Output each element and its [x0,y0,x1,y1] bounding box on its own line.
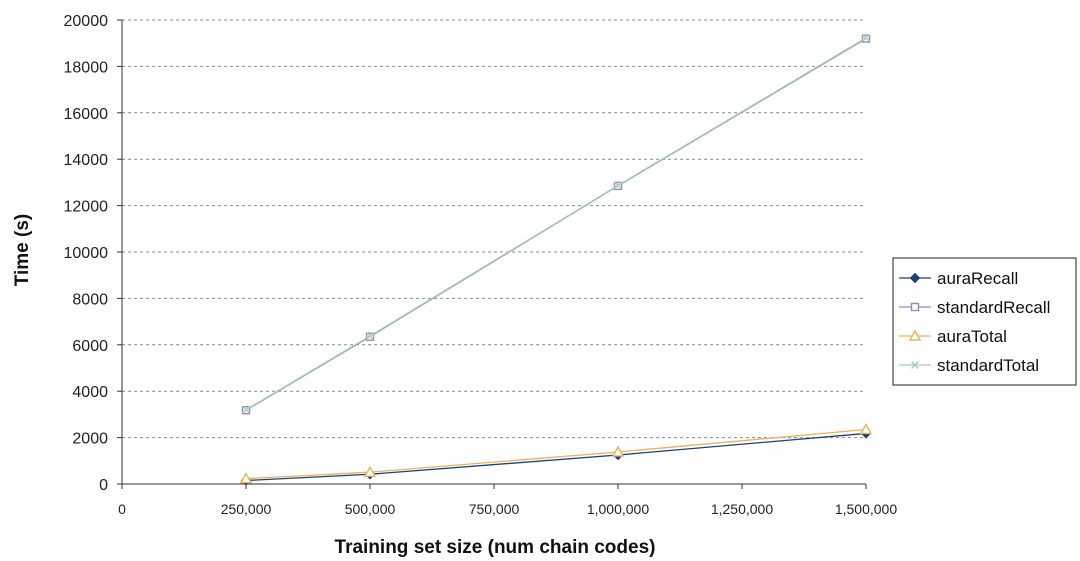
y-tick-label: 8000 [72,291,108,308]
legend-marker [910,302,920,312]
y-tick-labels: 0 2000 4000 6000 8000 10000 12000 14000 16000 180… [64,13,109,494]
legend-marker [909,272,921,284]
y-tick-label: 16000 [64,106,109,123]
axes [117,19,867,489]
data-point [239,472,253,484]
data-point [614,181,622,190]
series-line [245,428,867,480]
y-tick-label: 2000 [72,431,108,448]
x-tick-label: 1,000,000 [587,501,649,517]
gridlines [122,19,866,439]
legend-label: auraRecall [937,269,1018,288]
legend-item-auraTotal: auraTotal [899,327,1007,346]
legend-marker [911,361,919,369]
series-standardTotal [242,33,870,414]
y-tick-label: 10000 [64,245,109,262]
legend: auraRecall standardRecall auraTotal standar… [892,257,1077,386]
y-tick-label: 6000 [72,338,108,355]
legend-marker [908,329,922,341]
y-tick-label: 14000 [64,152,109,169]
series-lines [239,33,873,486]
data-point [363,465,377,477]
legend-item-standardRecall: standardRecall [899,298,1050,317]
y-tick-label: 20000 [64,13,109,30]
legend-item-auraRecall: auraRecall [899,269,1018,288]
data-point [611,445,625,457]
x-tick-labels: 0 250,000 500,000 750,000 1,000,000 1,250,000… [118,501,897,517]
legend-label: standardTotal [937,356,1039,375]
series-line [245,432,867,482]
data-point [366,332,374,340]
legend-label: auraTotal [937,327,1007,346]
data-point [242,405,250,414]
x-tick-label: 500,000 [345,501,396,517]
x-tick-label: 1,500,000 [835,501,897,517]
data-point [862,33,870,42]
y-tick-label: 12000 [64,199,109,216]
y-tick-label: 0 [99,477,108,494]
x-tick-label: 750,000 [469,501,520,517]
y-tick-label: 4000 [72,384,108,401]
data-point [859,423,873,435]
legend-item-standardTotal: standardTotal [899,356,1039,375]
x-tick-label: 0 [118,501,126,517]
series-auraTotal [239,423,873,484]
legend-box [892,257,1077,386]
y-tick-label: 18000 [64,59,109,76]
x-axis-title: Training set size (num chain codes) [335,537,656,558]
x-tick-label: 1,250,000 [711,501,773,517]
legend-items: auraRecall standardRecall auraTotal standar… [899,269,1050,375]
legend-label: standardRecall [937,298,1050,317]
series-line [245,37,867,411]
x-tick-label: 250,000 [221,501,272,517]
y-axis-title: Time (s) [12,214,33,287]
